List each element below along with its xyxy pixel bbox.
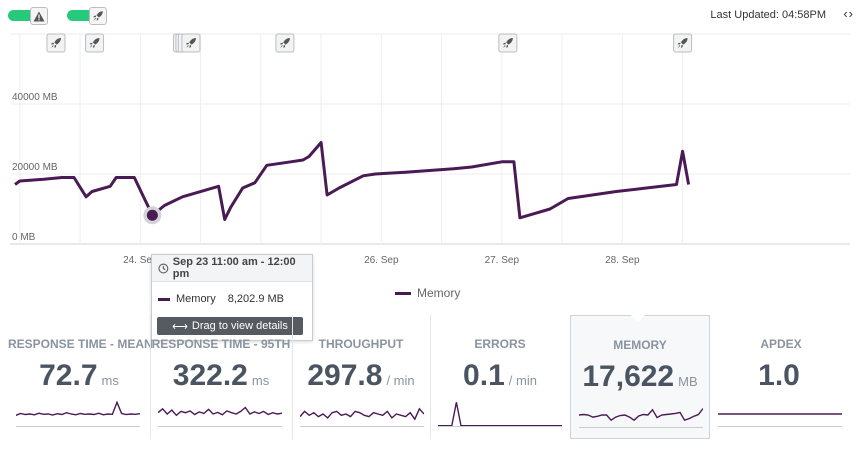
metric-unit: ms xyxy=(101,373,119,388)
metric-value: 0.1/ min xyxy=(430,359,570,393)
metric-value: 1.0 xyxy=(710,359,852,393)
sparkline-path xyxy=(438,402,562,427)
metric-sparkline xyxy=(579,408,703,428)
metric-throughput[interactable]: THROUGHPUT 297.8/ min xyxy=(292,315,430,439)
metric-value: 72.7 ms xyxy=(8,359,150,393)
sparkline-path xyxy=(16,401,140,416)
metric-value: 297.8/ min xyxy=(292,359,430,393)
memory-series-line xyxy=(14,141,691,221)
toggle-knob xyxy=(89,7,107,25)
metric-title: APDEX xyxy=(760,337,802,351)
selected-notch xyxy=(631,315,645,322)
metric-title: THROUGHPUT xyxy=(318,337,404,351)
metric-number: 0.1 xyxy=(463,359,505,392)
deployments-toggle[interactable] xyxy=(67,7,107,25)
drag-details-label: Drag to view details xyxy=(191,320,288,332)
metric-sparkline xyxy=(300,407,424,427)
metric-title: MEMORY xyxy=(613,338,667,352)
deploy-markers xyxy=(46,33,693,53)
sparkline-path xyxy=(579,408,703,422)
y-tick-label: 40000 MB xyxy=(12,92,58,103)
toggle-knob xyxy=(30,7,48,25)
tooltip-header: Sep 23 11:00 am - 12:00 pm xyxy=(152,255,312,282)
metric-unit: / min xyxy=(508,373,537,388)
metric-sparkline xyxy=(438,402,562,427)
metric-response-time-95th[interactable]: RESPONSE TIME - 95TH 322.2 ms xyxy=(150,315,292,439)
toggle-track xyxy=(8,10,42,21)
tooltip-value: 8,202.9 MB xyxy=(227,293,284,305)
rocket-icon[interactable] xyxy=(85,33,105,53)
sparkline-path xyxy=(300,407,424,421)
tooltip-value-row: Memory 8,202.9 MB xyxy=(158,293,284,305)
x-tick-label: 24. Sep xyxy=(123,255,158,266)
drag-details-button[interactable]: ⟷ Drag to view details xyxy=(157,317,303,335)
metric-number: 322.2 xyxy=(172,359,248,392)
rocket-icon[interactable] xyxy=(498,33,518,53)
sparkline-path xyxy=(158,406,282,417)
warning-icon xyxy=(33,11,45,21)
metric-sparkline xyxy=(718,413,842,427)
clock-icon xyxy=(158,263,169,273)
y-tick-label: 20000 MB xyxy=(12,162,58,173)
tile-divider xyxy=(292,315,293,439)
metric-title: ERRORS xyxy=(474,337,526,351)
metric-unit: ms xyxy=(251,373,270,388)
tooltip-time: Sep 23 11:00 am - 12:00 pm xyxy=(172,256,296,280)
metric-tiles: RESPONSE TIME - MEAN 72.7 ms RESPONSE TIM… xyxy=(8,315,852,439)
time-nav-arrows[interactable]: ‹› xyxy=(843,6,854,21)
chart-grid xyxy=(10,33,850,245)
rocket-icon[interactable] xyxy=(181,33,201,53)
toggle-track xyxy=(67,10,101,21)
x-tick-label: 28. Sep xyxy=(605,255,640,266)
tile-divider xyxy=(430,315,431,439)
metric-memory[interactable]: MEMORY 17,622 MB xyxy=(570,315,710,439)
y-tick-label: 0 MB xyxy=(12,232,36,243)
metric-response-time-mean[interactable]: RESPONSE TIME - MEAN 72.7 ms xyxy=(8,315,153,439)
chart-tooltip: Sep 23 11:00 am - 12:00 pm Memory 8,202.… xyxy=(151,254,313,341)
rocket-icon[interactable] xyxy=(673,33,693,53)
rocket-icon[interactable] xyxy=(275,33,295,53)
x-tick-label: 26. Sep xyxy=(364,255,399,266)
metric-unit: MB xyxy=(678,374,698,389)
last-updated-label: Last Updated: 04:58PM xyxy=(710,9,826,21)
tile-divider xyxy=(150,315,151,439)
rocket-icon xyxy=(93,11,103,21)
drag-arrows-icon: ⟷ xyxy=(172,320,188,333)
metric-value: 17,622 MB xyxy=(571,360,709,394)
metric-number: 17,622 xyxy=(582,360,675,393)
metric-number: 1.0 xyxy=(758,359,800,392)
metric-number: 72.7 xyxy=(39,359,98,392)
tooltip-series: Memory xyxy=(176,293,216,305)
metric-title: RESPONSE TIME - 95TH xyxy=(151,337,291,351)
chart-legend[interactable]: Memory xyxy=(395,286,460,300)
metric-sparkline xyxy=(158,406,282,427)
metric-title: RESPONSE TIME - MEAN xyxy=(8,337,153,351)
legend-label: Memory xyxy=(417,286,461,300)
metric-number: 297.8 xyxy=(307,359,383,392)
y-axis-labels: 0 MB 20000 MB 40000 MB xyxy=(12,92,58,243)
metric-apdex[interactable]: APDEX 1.0 xyxy=(710,315,852,439)
metric-value: 322.2 ms xyxy=(150,359,292,393)
metric-sparkline xyxy=(16,401,140,427)
legend-swatch xyxy=(395,291,411,295)
tooltip-swatch xyxy=(158,297,170,301)
alerts-toggle[interactable] xyxy=(8,7,48,25)
metric-errors[interactable]: ERRORS 0.1/ min xyxy=(430,315,570,439)
hover-point xyxy=(146,209,158,221)
metric-unit: / min xyxy=(386,373,415,388)
rocket-icon[interactable] xyxy=(46,33,66,53)
x-tick-label: 27. Sep xyxy=(485,255,520,266)
